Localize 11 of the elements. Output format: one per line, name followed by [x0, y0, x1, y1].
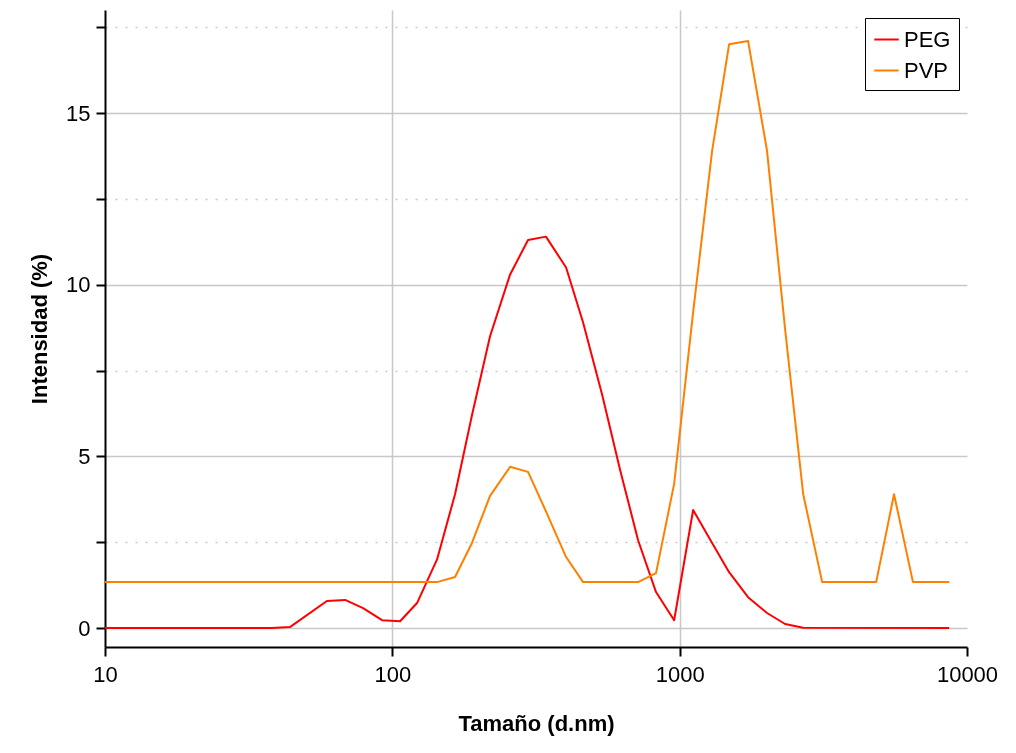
legend-label: PVP: [904, 57, 949, 83]
x-tick-label: 100: [374, 661, 412, 687]
y-tick-label: 15: [66, 100, 91, 126]
y-tick-label: 10: [66, 272, 91, 298]
x-tick-label: 1000: [655, 661, 705, 687]
x-axis-title: Tamaño (d.nm): [458, 710, 615, 736]
y-tick-label: 0: [78, 615, 91, 641]
y-axis-title: Intensidad (%): [27, 253, 53, 405]
y-tick-label: 5: [78, 443, 91, 469]
x-tick-label: 10000: [936, 661, 999, 687]
legend-label: PEG: [904, 26, 951, 52]
